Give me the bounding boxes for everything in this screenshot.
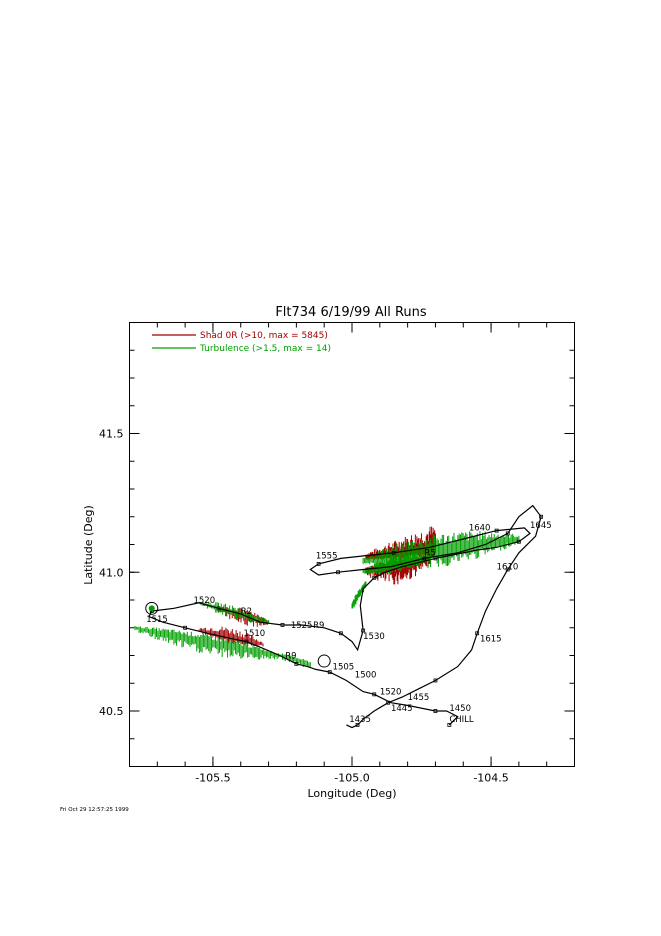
y-axis-label: Latitude (Deg): [82, 505, 95, 585]
track-loop: [317, 654, 331, 668]
track-point: [516, 539, 521, 544]
time-annotation: 1450: [449, 704, 471, 714]
track-point: [386, 700, 391, 705]
time-annotation: 1500: [355, 671, 377, 681]
y-tick-label: 41.5: [99, 428, 124, 441]
time-annotation: 1455: [408, 693, 430, 703]
track-point: [433, 556, 438, 561]
track-point: [336, 570, 340, 575]
time-annotation: 1615: [480, 635, 502, 645]
time-annotation: 1445: [391, 704, 413, 714]
time-annotation: 1645: [530, 521, 552, 531]
y-tick-label: 41.0: [99, 566, 124, 579]
track-point: [433, 709, 438, 713]
track-point: [539, 514, 544, 519]
x-tick-label: -105.5: [195, 772, 230, 785]
time-annotation: R5: [424, 549, 435, 559]
time-annotation: 1640: [469, 524, 491, 534]
track-point: [433, 678, 438, 683]
time-annotation: R9: [285, 651, 296, 661]
time-annotation: 1610: [497, 562, 519, 572]
time-annotation: 1515: [146, 615, 168, 625]
track-point: [280, 623, 285, 627]
track-point: [505, 531, 510, 536]
time-annotation: 1435: [349, 715, 371, 725]
x-tick-label: -105.0: [334, 772, 369, 785]
track-point: [372, 692, 377, 697]
x-axis-label: Longitude (Deg): [307, 787, 396, 800]
timestamp-footer: Fri Oct 29 12:57:25 1999: [60, 807, 129, 813]
legend-label: Turbulence (>1.5, max = 14): [199, 344, 331, 354]
chart-title: Flt734 6/19/99 All Runs: [275, 305, 427, 320]
track-point: [294, 661, 299, 666]
track-point: [447, 722, 452, 727]
track-point: [391, 550, 396, 555]
time-annotation: R9: [313, 621, 324, 631]
time-annotation: R2: [241, 607, 252, 617]
track-point: [505, 567, 510, 572]
track-point: [183, 625, 188, 630]
time-annotation: 1525: [291, 621, 313, 631]
track-point: [372, 575, 377, 580]
legend-label: Shad 0R (>10, max = 5845): [200, 331, 328, 341]
track-loop-dot: [148, 605, 155, 612]
track-point: [338, 631, 343, 636]
time-annotation: 1555: [316, 551, 338, 561]
time-annotation: 1520: [193, 596, 215, 606]
track-point: [216, 606, 221, 611]
time-annotation: 1510: [244, 629, 266, 639]
time-annotation: CHILL: [449, 715, 474, 725]
track-point: [244, 639, 249, 644]
axis-ticks: -105.5 -105.0 -104.5 40.5 41.0 41.5: [99, 322, 575, 785]
flight-track-group: [145, 504, 544, 729]
track-point: [361, 628, 366, 633]
y-tick-label: 40.5: [99, 705, 124, 718]
track-point: [327, 670, 332, 675]
x-tick-label: -104.5: [473, 772, 508, 785]
track-point: [494, 528, 499, 533]
track-point: [422, 556, 427, 561]
time-annotation: 1505: [333, 662, 355, 672]
flight-track: [148, 504, 542, 729]
track-loop: [145, 601, 159, 615]
track-point: [475, 631, 480, 636]
time-annotation: 1520: [380, 687, 402, 697]
track-point: [355, 722, 360, 727]
time-annotation: 1530: [363, 632, 385, 642]
legend: Shad 0R (>10, max = 5845) Turbulence (>1.…: [152, 331, 331, 354]
track-point: [316, 562, 321, 566]
